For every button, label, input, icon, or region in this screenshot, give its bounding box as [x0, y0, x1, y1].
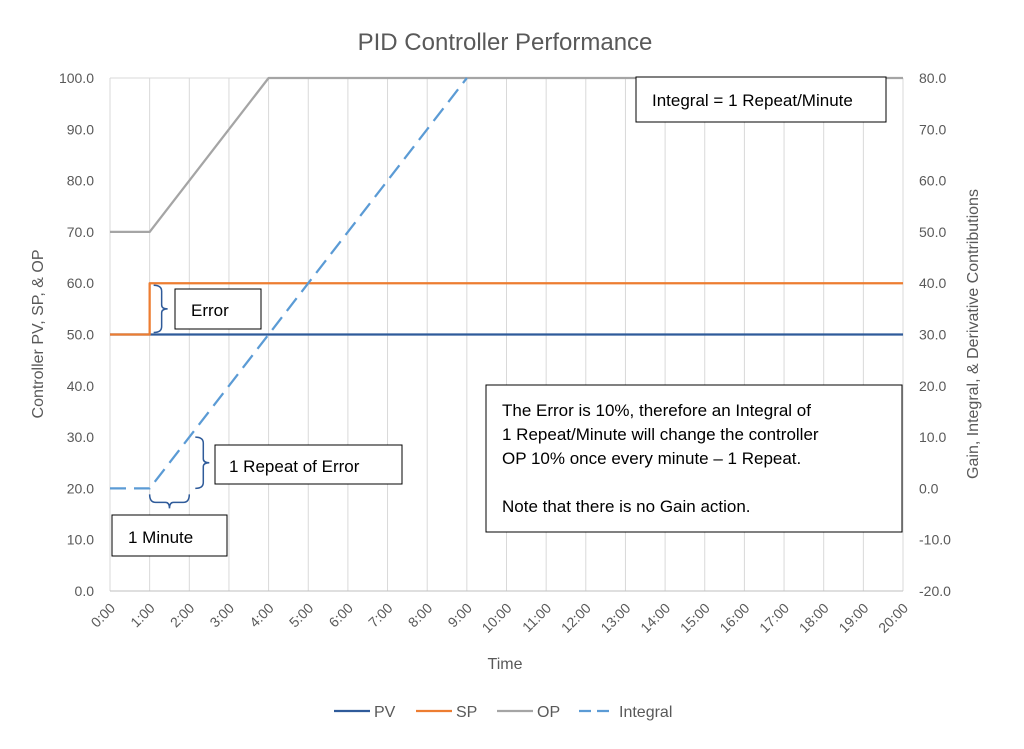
- y-axis-title: Controller PV, SP, & OP: [30, 250, 47, 419]
- y-tick-label: 40.0: [67, 378, 94, 394]
- annotation-box-repeat: [214, 444, 403, 485]
- error-brace: [153, 284, 168, 334]
- y-tick-label: 10.0: [67, 532, 94, 548]
- series-line-sp: [110, 282, 903, 336]
- minute-brace: [148, 494, 191, 509]
- x-axis-title: Time: [488, 656, 523, 673]
- y2-tick-label: -20.0: [919, 583, 951, 599]
- y-tick-label: 50.0: [67, 327, 94, 343]
- annotation-box-minute: [111, 514, 228, 557]
- annotation-text-explain: OP 10% once every minute – 1 Repeat.: [502, 449, 801, 468]
- y-tick-label: 100.0: [59, 70, 94, 86]
- y2-tick-label: 70.0: [919, 121, 946, 137]
- annotation-text-explain: The Error is 10%, therefore an Integral …: [502, 401, 811, 420]
- y-tick-label: 30.0: [67, 429, 94, 445]
- y2-tick-label: 50.0: [919, 224, 946, 240]
- y-tick-label: 20.0: [67, 480, 94, 496]
- legend-label-integral: Integral: [619, 704, 672, 721]
- y-tick-label: 60.0: [67, 275, 94, 291]
- series-line-op: [110, 76, 903, 234]
- repeat-brace: [195, 436, 210, 490]
- annotation-text-explain: 1 Repeat/Minute will change the controll…: [502, 425, 819, 444]
- y2-tick-label: 30.0: [919, 327, 946, 343]
- y2-tick-label: 80.0: [919, 70, 946, 86]
- y2-tick-label: 40.0: [919, 275, 946, 291]
- y2-tick-label: 0.0: [919, 480, 939, 496]
- annotation-box-integral-note: [635, 76, 887, 123]
- series-line-integral: [110, 77, 468, 490]
- annotation-text-integral-note: Integral = 1 Repeat/Minute: [652, 91, 853, 110]
- y-tick-label: 80.0: [67, 173, 94, 189]
- y-tick-label: 0.0: [75, 583, 95, 599]
- legend: PV SP OP Integral: [334, 704, 672, 721]
- y2-tick-label: 10.0: [919, 429, 946, 445]
- legend-label-op: OP: [537, 704, 560, 721]
- legend-label-pv: PV: [374, 704, 396, 721]
- annotation-text-repeat: 1 Repeat of Error: [229, 457, 360, 476]
- annotation-text-minute: 1 Minute: [128, 528, 193, 547]
- legend-label-sp: SP: [456, 704, 477, 721]
- y2-axis-title: Gain, Integral, & Derivative Contributio…: [965, 189, 982, 479]
- y-tick-label: 90.0: [67, 121, 94, 137]
- y2-tick-label: 60.0: [919, 173, 946, 189]
- y2-tick-label: 20.0: [919, 378, 946, 394]
- annotation-box-error: [174, 288, 262, 330]
- annotation-box-explain: [485, 384, 903, 533]
- annotation-text-error: Error: [191, 301, 229, 320]
- annotations: Integral = 1 Repeat/Minute Error 1 Repeat …: [111, 76, 903, 557]
- series-group: [110, 76, 903, 490]
- y-tick-label: 70.0: [67, 224, 94, 240]
- chart-title: PID Controller Performance: [358, 29, 653, 56]
- annotation-text-explain: Note that there is no Gain action.: [502, 497, 751, 516]
- y2-tick-label: -10.0: [919, 532, 951, 548]
